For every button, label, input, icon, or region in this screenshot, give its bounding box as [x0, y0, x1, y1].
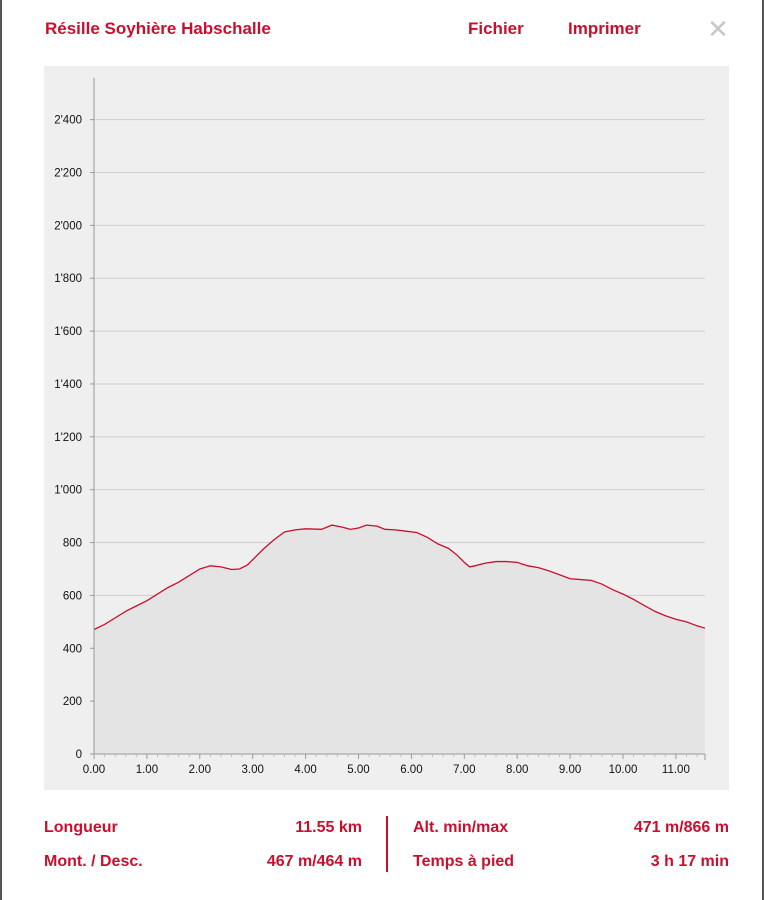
y-tick-label: 1'800 — [54, 273, 82, 285]
y-tick-label: 1'000 — [54, 485, 82, 497]
x-tick-label: 7.00 — [453, 764, 475, 776]
elevation-profile-chart: 0 200 400 600 800 1'000 1'200 1'400 1'600 1'800 2'… — [54, 78, 706, 776]
x-tick-label: 6.00 — [400, 764, 422, 776]
y-tick-label: 1'400 — [54, 379, 82, 391]
x-tick-label: 10.00 — [609, 764, 638, 776]
y-tick-label: 200 — [63, 696, 82, 708]
walking-time-value: 3 h 17 min — [650, 853, 729, 870]
length-label: Longueur — [44, 819, 118, 836]
y-tick-label: 800 — [63, 538, 82, 550]
route-title: Résille Soyhière Habschalle — [45, 19, 271, 38]
print-button[interactable]: Imprimer — [568, 19, 641, 38]
length-value: 11.55 km — [295, 819, 362, 836]
y-tick-label: 2'400 — [54, 115, 82, 127]
altitude-label: Alt. min/max — [413, 819, 509, 836]
y-tick-label: 1'200 — [54, 432, 82, 444]
y-tick-label: 1'600 — [54, 326, 82, 338]
elevation-line — [93, 524, 706, 631]
elevation-area — [94, 525, 705, 754]
altitude-value: 471 m/866 m — [633, 819, 729, 836]
x-tick-label: 8.00 — [506, 764, 528, 776]
y-tick-label: 400 — [63, 643, 82, 655]
ascent-descent-value: 467 m/464 m — [266, 853, 362, 870]
x-tick-label: 1.00 — [136, 764, 158, 776]
y-tick-label: 600 — [63, 590, 82, 602]
file-menu-button[interactable]: Fichier — [468, 19, 524, 38]
window-border-left — [0, 0, 2, 900]
dialog-header: Résille Soyhière Habschalle Fichier Impr… — [0, 0, 764, 60]
window-border-right — [762, 0, 764, 900]
x-tick-label: 11.00 — [662, 764, 690, 776]
ascent-descent-label: Mont. / Desc. — [44, 853, 143, 870]
walking-time-label: Temps à pied — [413, 853, 515, 870]
y-tick-label: 2'200 — [54, 168, 82, 180]
y-tick-label: 2'000 — [54, 220, 82, 232]
x-tick-label: 5.00 — [347, 764, 369, 776]
x-tick-label: 0.00 — [83, 764, 105, 776]
x-tick-label: 2.00 — [189, 764, 211, 776]
x-tick-label: 4.00 — [294, 764, 316, 776]
elevation-chart-panel: 0 200 400 600 800 1'000 1'200 1'400 1'600 1'800 2'… — [44, 66, 729, 790]
stats-divider — [386, 816, 388, 872]
y-tick-label: 0 — [76, 749, 82, 761]
close-icon[interactable]: ✕ — [707, 14, 729, 44]
x-tick-label: 3.00 — [242, 764, 264, 776]
x-tick-label: 9.00 — [559, 764, 581, 776]
